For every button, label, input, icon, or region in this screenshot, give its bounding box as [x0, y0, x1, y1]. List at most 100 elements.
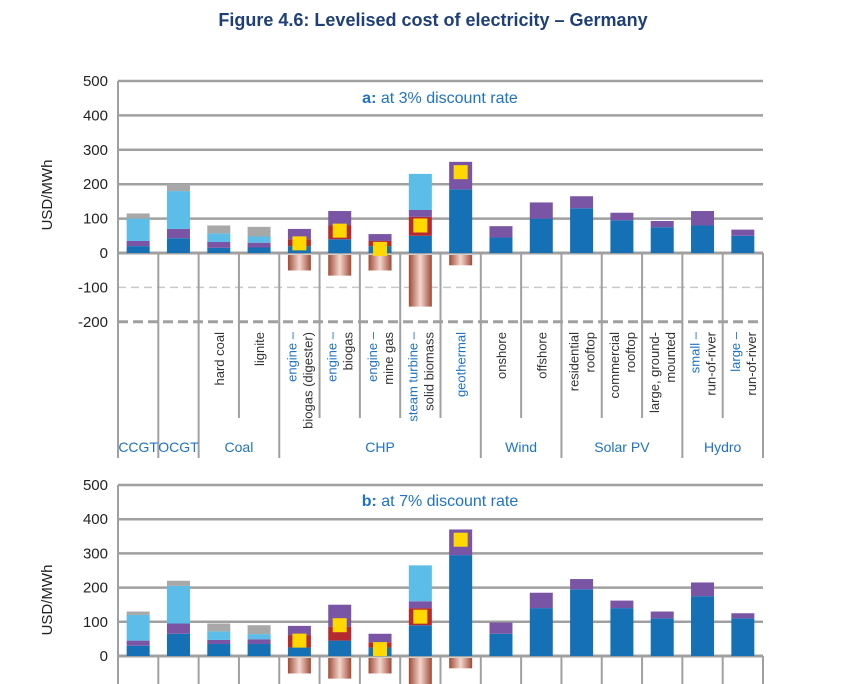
- bar-segment-investment-dark: [449, 555, 473, 656]
- bar-heat-credit: [287, 658, 311, 674]
- bar-heat-credit: [368, 255, 392, 271]
- bar-segment-investment-light: [166, 191, 190, 229]
- bar-segment-om: [650, 611, 674, 619]
- y-tick-label: 200: [83, 176, 108, 193]
- average-marker: [413, 609, 428, 624]
- bar-segment-investment-light: [247, 236, 271, 243]
- category-label: engine –: [325, 331, 340, 382]
- group-label: Wind: [505, 439, 537, 455]
- bar-segment-investment-dark: [207, 247, 231, 253]
- bar-segment-om: [731, 613, 755, 619]
- bar-segment-om: [247, 639, 271, 645]
- y-tick-label: 300: [83, 545, 108, 562]
- bar-segment-investment-dark: [529, 608, 553, 656]
- group-label: Hydro: [704, 439, 742, 455]
- bar-segment-investment-light: [247, 634, 271, 640]
- bar-heat-credit: [449, 658, 473, 669]
- bar-segment-investment-dark: [328, 640, 352, 656]
- category-label: run-of-river: [704, 331, 719, 395]
- bar-segment-investment-dark: [650, 618, 674, 656]
- bar-segment-om: [529, 592, 553, 609]
- bar-segment-investment-dark: [126, 246, 150, 253]
- category-label: solid biomass: [421, 332, 436, 411]
- category-label: offshore: [534, 332, 549, 379]
- bar-segment-investment-light: [408, 173, 432, 210]
- bar-heat-credit: [287, 255, 311, 271]
- bar-heat-credit: [408, 658, 432, 684]
- category-label: hard coal: [212, 332, 227, 386]
- panel-title-text: at 7% discount rate: [381, 493, 518, 510]
- bar-segment-om: [126, 640, 150, 646]
- panel-title-letter: a:: [362, 90, 381, 107]
- category-label: large –: [728, 331, 743, 372]
- bar-segment-om: [570, 579, 594, 590]
- bar-segment-investment-dark: [408, 235, 432, 253]
- average-marker: [292, 633, 307, 648]
- bar-segment-investment-dark: [166, 633, 190, 656]
- bar-heat-credit: [449, 255, 473, 266]
- bar-segment-investment-dark: [570, 208, 594, 253]
- category-label: mine gas: [381, 332, 396, 385]
- bar-segment-om: [529, 202, 553, 219]
- average-marker: [373, 241, 388, 256]
- average-marker: [453, 532, 468, 547]
- bar-segment-investment-light: [126, 218, 150, 241]
- bar-segment-om: [368, 234, 392, 241]
- y-tick-label: 100: [83, 614, 108, 631]
- average-marker: [373, 642, 388, 657]
- category-label: steam turbine –: [405, 331, 420, 421]
- bar-segment-investment-dark: [126, 645, 150, 656]
- bar-segment-investment-dark: [489, 237, 513, 253]
- average-marker: [292, 236, 307, 251]
- bar-heat-credit: [368, 658, 392, 674]
- average-marker: [332, 618, 347, 633]
- bar-segment-om: [731, 229, 755, 236]
- bar-segment-investment-dark: [691, 596, 715, 656]
- group-label: CHP: [365, 439, 395, 455]
- bar-segment-co2-grey: [166, 184, 190, 192]
- y-axis-label: USD/MWh: [39, 565, 56, 636]
- category-label: mounted: [663, 332, 678, 383]
- chart-panel-b: 500 400 300 200 100 0 USD/MWh b: at 7% discount…: [39, 477, 764, 684]
- bar-segment-om: [368, 633, 392, 643]
- bar-segment-om: [328, 211, 352, 226]
- bar-segment-investment-light: [408, 565, 432, 602]
- bar-segment-investment-dark: [247, 247, 271, 253]
- bar-segment-om: [489, 226, 513, 238]
- group-label: Coal: [225, 439, 254, 455]
- y-tick-label: 0: [100, 648, 108, 665]
- bar-heat-credit: [328, 255, 352, 276]
- y-tick-label: 500: [83, 73, 108, 90]
- group-label: OCGT: [158, 439, 199, 455]
- bar-segment-investment-dark: [610, 608, 634, 656]
- average-marker: [413, 218, 428, 233]
- category-label: geothermal: [454, 332, 469, 397]
- panel-title-text: at 3% discount rate: [381, 90, 518, 107]
- figure-title: Figure 4.6: Levelised cost of electricit…: [218, 10, 648, 30]
- bar-segment-om: [126, 240, 150, 247]
- category-labels: hard coal lignite engine – biogas (digester…: [118, 331, 759, 455]
- y-tick-label: 300: [83, 142, 108, 159]
- y-tick-label: -100: [78, 279, 108, 296]
- bar-segment-investment-dark: [529, 218, 553, 253]
- bar-segment-investment-dark: [287, 647, 311, 656]
- category-label: onshore: [494, 332, 509, 379]
- bar-segment-om: [691, 211, 715, 226]
- bar-segment-om: [166, 623, 190, 634]
- y-tick-label: -200: [78, 314, 108, 331]
- bar-segment-co2-grey: [247, 226, 271, 237]
- panel-title-letter: b:: [362, 493, 382, 510]
- category-label: biogas (digester): [300, 332, 315, 429]
- bar-heat-credit: [408, 255, 432, 307]
- bar-segment-investment-dark: [731, 618, 755, 656]
- category-label: commercial: [607, 332, 622, 399]
- group-label: CCGT: [118, 439, 158, 455]
- bar-segment-om: [207, 639, 231, 645]
- bar-segment-om: [610, 600, 634, 609]
- bar-segment-investment-dark: [449, 189, 473, 253]
- bar-segment-co2-grey: [207, 623, 231, 632]
- bar-segment-om: [489, 622, 513, 634]
- y-tick-label: 400: [83, 107, 108, 124]
